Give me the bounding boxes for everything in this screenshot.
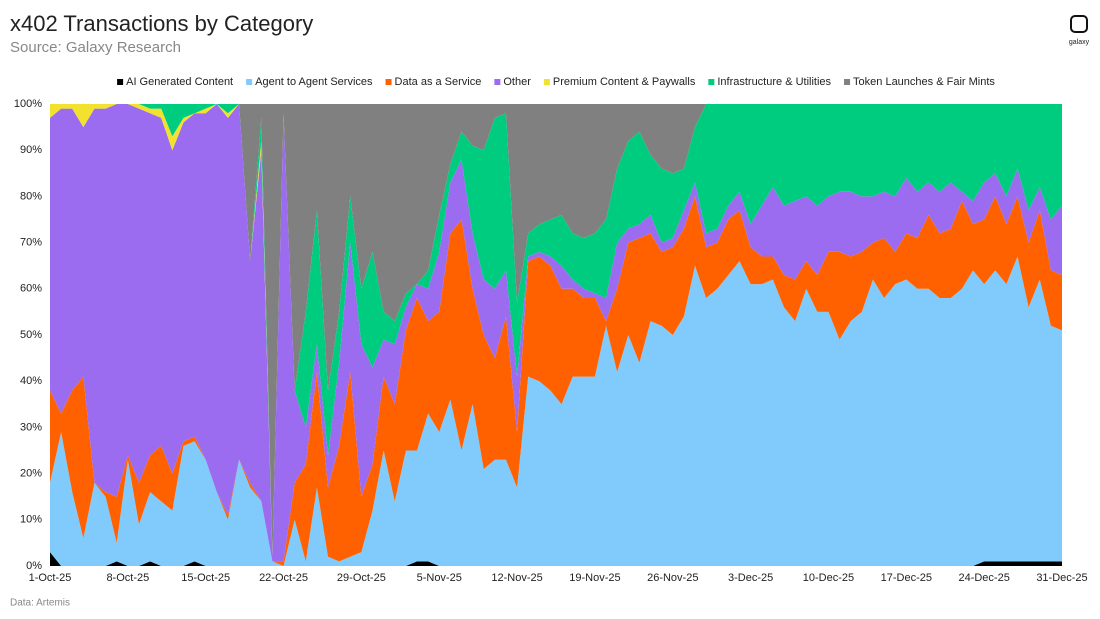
x-tick-label: 8-Oct-25: [106, 572, 149, 584]
x-tick-label: 24-Dec-25: [958, 572, 1009, 584]
chart-subtitle: Source: Galaxy Research: [10, 39, 181, 56]
legend-swatch: [844, 79, 851, 85]
logo-mark: [1070, 15, 1088, 33]
x-tick-label: 10-Dec-25: [803, 572, 854, 584]
y-tick-label: 10%: [20, 514, 42, 526]
x-tick-label: 15-Oct-25: [181, 572, 230, 584]
y-tick-label: 70%: [20, 237, 42, 249]
logo-text: galaxy: [1069, 39, 1090, 46]
source-note: Data: Artemis: [10, 598, 70, 609]
legend-label: Other: [503, 76, 531, 88]
legend-label: AI Generated Content: [126, 76, 233, 88]
legend-label: Data as a Service: [395, 76, 482, 88]
area: [50, 104, 1062, 562]
x-tick-label: 31-Dec-25: [1036, 572, 1087, 584]
legend-swatch: [708, 79, 715, 85]
legend-swatch: [543, 79, 550, 85]
y-tick-label: 30%: [20, 421, 42, 433]
legend-swatch: [246, 79, 253, 85]
y-tick-label: 90%: [20, 144, 42, 156]
x-tick-label: 5-Nov-25: [417, 572, 462, 584]
x-tick-label: 22-Oct-25: [259, 572, 308, 584]
y-tick-label: 60%: [20, 283, 42, 295]
area: [50, 104, 1062, 557]
area: [50, 104, 1062, 557]
legend-label: Token Launches & Fair Mints: [853, 76, 995, 88]
area: [50, 256, 1062, 566]
y-tick-label: 20%: [20, 468, 42, 480]
x-tick-label: 19-Nov-25: [569, 572, 620, 584]
area: [50, 196, 1062, 566]
y-tick-label: 0%: [26, 560, 42, 572]
legend-label: Premium Content & Paywalls: [553, 76, 696, 88]
legend-label: Infrastructure & Utilities: [717, 76, 831, 88]
legend-swatch: [385, 79, 392, 85]
y-tick-label: 50%: [20, 329, 42, 341]
x-tick-label: 29-Oct-25: [337, 572, 386, 584]
y-tick-label: 100%: [14, 98, 42, 110]
chart-title: x402 Transactions by Category: [10, 11, 313, 36]
legend-label: Agent to Agent Services: [255, 76, 373, 88]
legend-swatch: [494, 79, 501, 85]
x-tick-label: 1-Oct-25: [29, 572, 72, 584]
y-tick-label: 80%: [20, 190, 42, 202]
x-tick-label: 26-Nov-25: [647, 572, 698, 584]
x-tick-label: 17-Dec-25: [881, 572, 932, 584]
area: [50, 552, 1062, 566]
y-tick-label: 40%: [20, 375, 42, 387]
legend: AI Generated Content Agent to Agent Servi…: [117, 76, 995, 88]
x-tick-label: 12-Nov-25: [491, 572, 542, 584]
x-tick-label: 3-Dec-25: [728, 572, 773, 584]
legend-swatch: [117, 79, 124, 85]
